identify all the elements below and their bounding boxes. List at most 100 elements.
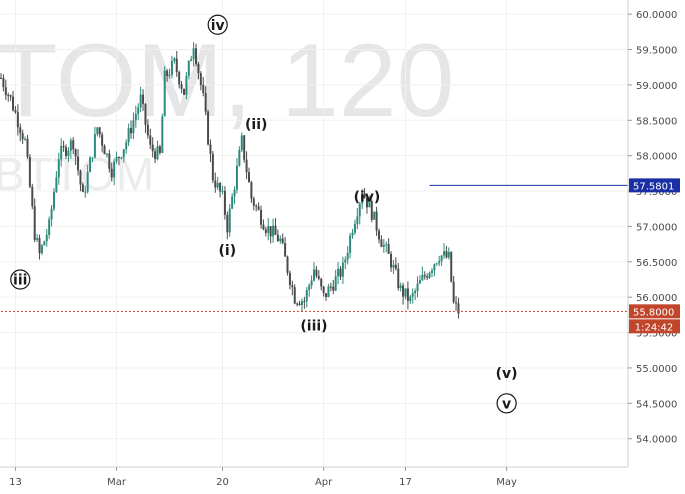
candle-body — [195, 48, 198, 64]
candle-body — [286, 256, 289, 273]
candle-body — [180, 84, 183, 89]
candle-body — [452, 281, 455, 303]
candle-body — [235, 165, 238, 190]
candle-body — [163, 70, 166, 117]
candle-body — [337, 268, 340, 277]
candle-body — [120, 157, 123, 159]
price-badges: 57.5801 55.8000 1:24:42 — [629, 178, 680, 334]
candle-body — [361, 195, 364, 204]
candle-body — [443, 251, 446, 256]
candle-body — [240, 135, 243, 151]
candle-body — [272, 225, 275, 237]
candle-body — [216, 182, 219, 188]
candle-body — [394, 264, 397, 269]
candle-body — [298, 303, 301, 305]
candle-body — [288, 272, 291, 286]
candle-body — [303, 301, 306, 303]
candle-body — [370, 201, 373, 220]
candle-body — [139, 94, 142, 108]
candle-body — [346, 252, 349, 260]
candle-body — [267, 226, 270, 233]
candle-body — [279, 238, 282, 242]
candle-body — [142, 94, 145, 104]
price-axis[interactable]: 60.0000 59.5000 59.0000 58.5000 58.0000 57.50… — [628, 10, 677, 446]
price-badge — [629, 304, 680, 319]
price-badge — [629, 178, 680, 193]
candle-body — [154, 151, 157, 160]
candle-body — [185, 75, 188, 95]
candle-body — [387, 244, 390, 254]
candle-body — [149, 135, 152, 145]
candle-body — [43, 241, 46, 246]
wave-label: v — [502, 396, 511, 412]
price-tick-label: 57.5000 — [636, 187, 677, 198]
candle-body — [250, 182, 253, 199]
candle-body — [24, 138, 27, 140]
candle-body — [130, 128, 133, 134]
candle-body — [211, 153, 214, 181]
candle-body — [329, 286, 332, 288]
candle-body — [158, 146, 161, 153]
candle-body — [55, 177, 58, 192]
candle-body — [392, 264, 395, 268]
candle-body — [199, 73, 202, 86]
candle-body — [334, 276, 337, 291]
candle-body — [428, 272, 431, 278]
candle-body — [84, 191, 87, 193]
price-tick-label: 56.0000 — [636, 293, 677, 304]
price-tick-label: 59.5000 — [636, 46, 677, 57]
price-tick-label: 57.0000 — [636, 222, 677, 233]
time-axis[interactable]: 13 Mar 20 Apr 17 May — [9, 467, 517, 488]
candle-body — [300, 301, 303, 305]
candle-body — [406, 288, 409, 301]
wave-label: (iii) — [300, 318, 327, 334]
price-tick-label: 59.0000 — [636, 81, 677, 92]
candle-body — [132, 120, 135, 134]
candle-body — [151, 144, 154, 152]
wave-label: iv — [211, 18, 225, 34]
candle-body — [207, 111, 210, 145]
candle-body — [378, 230, 381, 240]
wave-circle — [207, 14, 228, 35]
candle-body — [77, 156, 80, 171]
candle-body — [402, 285, 405, 297]
candle-body — [435, 263, 438, 265]
candle-body — [353, 223, 356, 233]
candle-body — [260, 209, 263, 225]
candle-body — [445, 251, 448, 258]
candle-body — [385, 244, 388, 246]
candle-body — [16, 112, 19, 128]
candle-body — [416, 283, 419, 291]
candle-body — [322, 286, 325, 294]
candle-body — [65, 147, 68, 156]
candle-body — [339, 268, 342, 277]
candle-body — [426, 276, 429, 278]
candle-body — [382, 244, 385, 247]
candle-body — [315, 269, 318, 277]
time-tick-label: May — [496, 477, 517, 488]
candle-body — [28, 156, 31, 187]
candle-body — [325, 293, 328, 298]
candle-body — [296, 303, 299, 305]
candle-body — [166, 70, 169, 77]
candle-body — [144, 103, 147, 125]
candle-body — [40, 245, 43, 254]
candle-body — [438, 261, 441, 264]
wave-label: (i) — [219, 243, 237, 259]
candle-body — [192, 48, 195, 60]
price-tick-label: 55.0000 — [636, 364, 677, 375]
candle-body — [115, 157, 118, 162]
price-axis-bg — [628, 0, 685, 494]
time-tick-label: Mar — [107, 477, 127, 488]
candle-body — [264, 229, 267, 233]
candle-body — [247, 172, 250, 183]
time-tick-label: Apr — [315, 477, 333, 488]
candle-body — [228, 208, 231, 233]
candle-body — [223, 190, 226, 215]
price-tick-label: 56.5000 — [636, 258, 677, 269]
candle-body — [38, 238, 41, 254]
candles — [0, 42, 460, 319]
candle-body — [79, 170, 82, 185]
candle-body — [125, 142, 128, 150]
